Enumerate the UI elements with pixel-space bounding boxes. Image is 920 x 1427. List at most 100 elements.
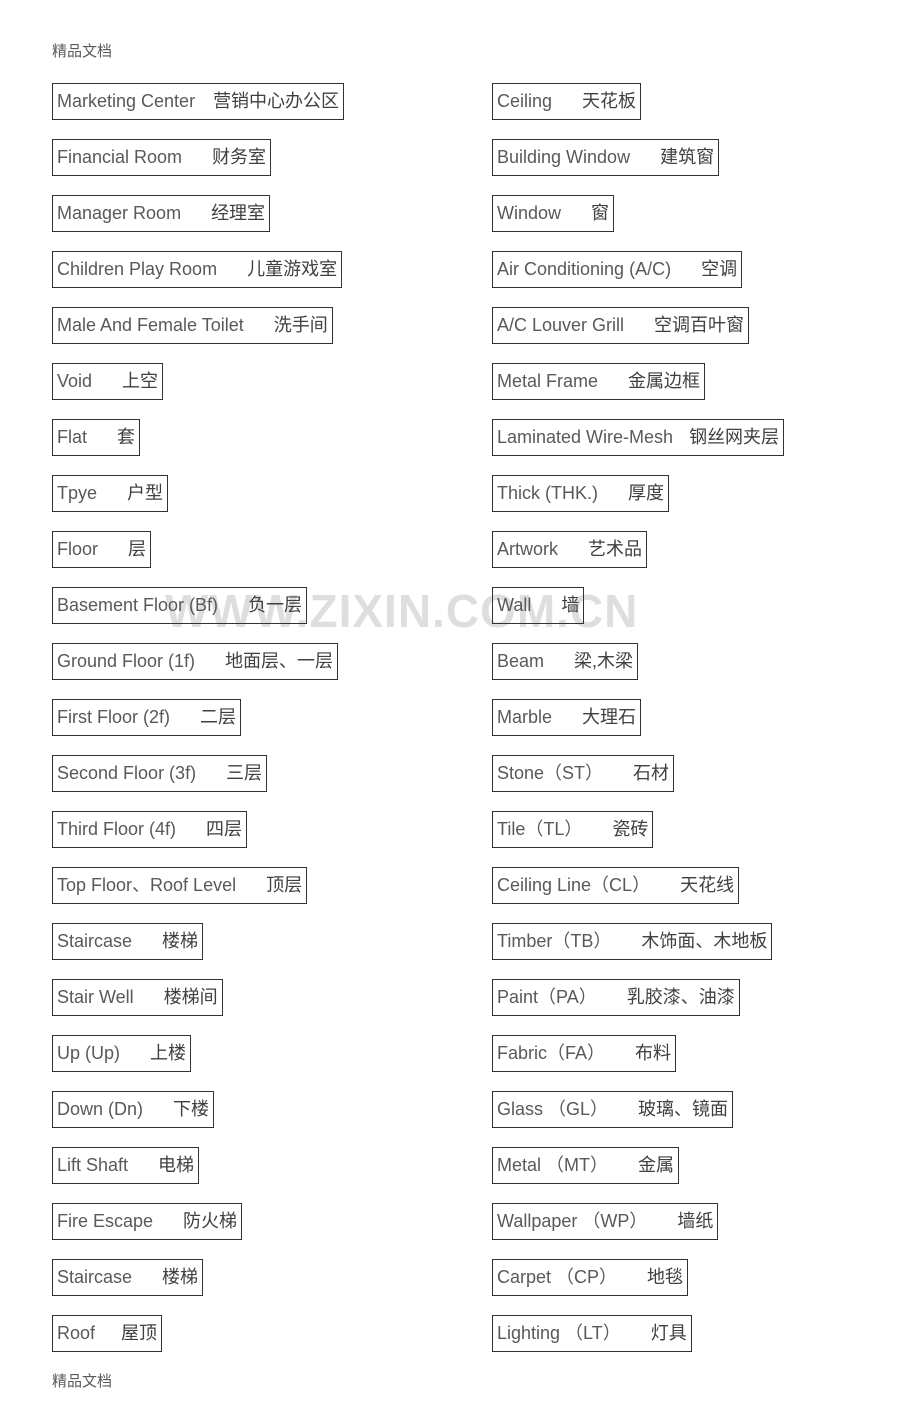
term-en: Stone（ST） bbox=[497, 759, 603, 788]
term-box: Thick (THK.)厚度 bbox=[492, 475, 669, 512]
term-zh: 天花板 bbox=[582, 87, 636, 116]
term-en: Stair Well bbox=[57, 983, 134, 1012]
term-zh: 儿童游戏室 bbox=[247, 255, 337, 284]
term-en: A/C Louver Grill bbox=[497, 311, 624, 340]
term-en: Staircase bbox=[57, 927, 132, 956]
left-column: Marketing Center 营销中心办公区 Financial Room财务室… bbox=[52, 83, 428, 1352]
term-box: Beam梁,木梁 bbox=[492, 643, 638, 680]
term-zh: 三层 bbox=[226, 759, 262, 788]
term-en: Third Floor (4f) bbox=[57, 815, 176, 844]
term-box: Down (Dn)下楼 bbox=[52, 1091, 214, 1128]
term-box: Staircase 楼梯 bbox=[52, 923, 203, 960]
term-box: Ceiling Line（CL）天花线 bbox=[492, 867, 739, 904]
term-en: Top Floor、Roof Level bbox=[57, 871, 236, 900]
term-en: Fire Escape bbox=[57, 1207, 153, 1236]
term-zh: 木饰面、木地板 bbox=[641, 927, 767, 956]
term-box: Air Conditioning (A/C)空调 bbox=[492, 251, 742, 288]
term-zh: 大理石 bbox=[582, 703, 636, 732]
term-box: Wallpaper （WP）墙纸 bbox=[492, 1203, 718, 1240]
term-zh: 户型 bbox=[127, 479, 163, 508]
term-box: Stair Well楼梯间 bbox=[52, 979, 223, 1016]
term-zh: 洗手间 bbox=[274, 311, 328, 340]
term-zh: 二层 bbox=[200, 703, 236, 732]
term-en: Marketing Center bbox=[57, 87, 195, 116]
term-box: Tpye 户型 bbox=[52, 475, 168, 512]
term-en: Roof bbox=[57, 1319, 95, 1348]
term-zh: 层 bbox=[128, 535, 146, 564]
term-en: Tile（TL） bbox=[497, 815, 582, 844]
term-zh: 地毯 bbox=[647, 1263, 683, 1292]
term-box: Window窗 bbox=[492, 195, 614, 232]
term-en: Timber（TB） bbox=[497, 927, 611, 956]
term-zh: 营销中心办公区 bbox=[213, 87, 339, 116]
term-box: Building Window 建筑窗 bbox=[492, 139, 719, 176]
term-box: Children Play Room 儿童游戏室 bbox=[52, 251, 342, 288]
term-en: Flat bbox=[57, 423, 87, 452]
term-zh: 建筑窗 bbox=[660, 143, 714, 172]
term-box: Timber（TB） 木饰面、木地板 bbox=[492, 923, 772, 960]
term-box: Void 上空 bbox=[52, 363, 163, 400]
term-zh: 上空 bbox=[122, 367, 158, 396]
term-en: Male And Female Toilet bbox=[57, 311, 244, 340]
term-zh: 上楼 bbox=[150, 1039, 186, 1068]
term-box: Laminated Wire-Mesh钢丝网夹层 bbox=[492, 419, 784, 456]
term-box: Wall墙 bbox=[492, 587, 584, 624]
term-box: Glass （GL）玻璃、镜面 bbox=[492, 1091, 733, 1128]
term-zh: 厚度 bbox=[628, 479, 664, 508]
term-box: Ground Floor (1f) 地面层、一层 bbox=[52, 643, 338, 680]
term-zh: 下楼 bbox=[173, 1095, 209, 1124]
term-box: Roof 屋顶 bbox=[52, 1315, 162, 1352]
term-box: Lighting （LT）灯具 bbox=[492, 1315, 692, 1352]
term-en: Paint（PA） bbox=[497, 983, 597, 1012]
term-en: Tpye bbox=[57, 479, 97, 508]
term-zh: 电梯 bbox=[158, 1151, 194, 1180]
term-en: Basement Floor (Bf) bbox=[57, 591, 218, 620]
term-en: Void bbox=[57, 367, 92, 396]
term-zh: 负一层 bbox=[248, 591, 302, 620]
term-box: Financial Room财务室 bbox=[52, 139, 271, 176]
term-en: Fabric（FA） bbox=[497, 1039, 605, 1068]
term-en: Children Play Room bbox=[57, 255, 217, 284]
term-en: Ground Floor (1f) bbox=[57, 647, 195, 676]
term-en: Wall bbox=[497, 591, 531, 620]
term-en: Building Window bbox=[497, 143, 630, 172]
term-en: Wallpaper （WP） bbox=[497, 1207, 647, 1236]
term-box: Tile（TL） 瓷砖 bbox=[492, 811, 653, 848]
term-en: Metal （MT） bbox=[497, 1151, 608, 1180]
page-footer: 精品文档 bbox=[52, 1370, 868, 1391]
term-zh: 四层 bbox=[206, 815, 242, 844]
term-zh: 楼梯 bbox=[162, 927, 198, 956]
term-zh: 窗 bbox=[591, 199, 609, 228]
term-zh: 屋顶 bbox=[121, 1319, 157, 1348]
term-box: Carpet （CP）地毯 bbox=[492, 1259, 688, 1296]
term-zh: 地面层、一层 bbox=[225, 647, 333, 676]
term-zh: 楼梯 bbox=[162, 1263, 198, 1292]
term-en: Up (Up) bbox=[57, 1039, 120, 1068]
term-box: Marketing Center 营销中心办公区 bbox=[52, 83, 344, 120]
page-header: 精品文档 bbox=[52, 40, 868, 61]
term-zh: 天花线 bbox=[680, 871, 734, 900]
term-box: Paint（PA）乳胶漆、油漆 bbox=[492, 979, 740, 1016]
term-zh: 钢丝网夹层 bbox=[689, 423, 779, 452]
term-zh: 防火梯 bbox=[183, 1207, 237, 1236]
term-en: Air Conditioning (A/C) bbox=[497, 255, 671, 284]
term-zh: 布料 bbox=[635, 1039, 671, 1068]
term-en: Financial Room bbox=[57, 143, 182, 172]
term-box: Flat套 bbox=[52, 419, 140, 456]
right-column: Ceiling 天花板 Building Window 建筑窗 Window窗 Air C… bbox=[492, 83, 868, 1352]
term-en: Metal Frame bbox=[497, 367, 598, 396]
term-box: A/C Louver Grill 空调百叶窗 bbox=[492, 307, 749, 344]
term-box: Ceiling 天花板 bbox=[492, 83, 641, 120]
term-zh: 空调百叶窗 bbox=[654, 311, 744, 340]
term-zh: 艺术品 bbox=[588, 535, 642, 564]
term-zh: 瓷砖 bbox=[612, 815, 648, 844]
term-en: Manager Room bbox=[57, 199, 181, 228]
term-en: Ceiling bbox=[497, 87, 552, 116]
page: 精品文档 WWW.ZIXIN.COM.CN Marketing Center营销… bbox=[0, 0, 920, 1427]
term-en: Artwork bbox=[497, 535, 558, 564]
term-en: Lift Shaft bbox=[57, 1151, 128, 1180]
term-zh: 灯具 bbox=[651, 1319, 687, 1348]
term-en: Glass （GL） bbox=[497, 1095, 608, 1124]
term-en: Marble bbox=[497, 703, 552, 732]
term-box: Manager Room经理室 bbox=[52, 195, 270, 232]
